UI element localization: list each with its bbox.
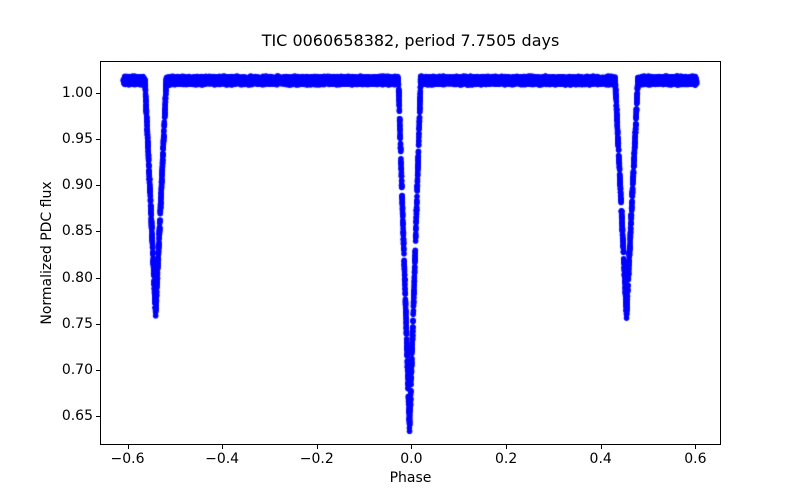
x-tick-label: −0.2 xyxy=(299,451,334,467)
y-tick-label: 0.80 xyxy=(61,269,93,286)
y-tick-label: 0.75 xyxy=(61,315,93,332)
y-tick-mark xyxy=(96,370,100,371)
plot-canvas xyxy=(101,62,720,444)
x-tick-label: −0.6 xyxy=(110,451,145,467)
y-tick-mark xyxy=(96,277,100,279)
x-tick-label: 0.0 xyxy=(400,451,423,467)
y-tick-mark xyxy=(96,323,100,325)
y-tick-label: 1.00 xyxy=(61,84,93,101)
x-tick-label: 0.6 xyxy=(684,451,707,467)
y-tick-mark xyxy=(96,416,100,418)
x-tick-mark xyxy=(411,445,413,449)
x-tick-mark xyxy=(316,445,318,449)
y-axis-label: Normalized PDC flux xyxy=(39,181,55,325)
x-tick-mark xyxy=(222,445,224,449)
x-tick-mark xyxy=(695,445,697,449)
y-tick-mark xyxy=(96,92,100,94)
y-tick-mark xyxy=(96,185,100,186)
x-axis-label: Phase xyxy=(389,470,432,486)
x-tick-label: 0.2 xyxy=(494,451,518,467)
y-tick-label: 0.85 xyxy=(61,223,93,240)
x-tick-mark xyxy=(506,445,508,449)
plot-area xyxy=(100,61,721,445)
y-tick-label: 0.95 xyxy=(61,130,93,147)
x-tick-label: 0.4 xyxy=(589,451,612,467)
chart-title: TIC 0060658382, period 7.7505 days xyxy=(261,31,560,50)
x-tick-mark xyxy=(600,445,602,449)
y-tick-mark xyxy=(96,231,100,233)
y-tick-label: 0.65 xyxy=(61,408,93,425)
x-tick-mark xyxy=(127,445,129,449)
y-tick-mark xyxy=(96,138,100,140)
x-tick-label: −0.4 xyxy=(205,451,240,467)
y-tick-label: 0.90 xyxy=(61,177,93,193)
y-tick-label: 0.70 xyxy=(61,362,93,378)
